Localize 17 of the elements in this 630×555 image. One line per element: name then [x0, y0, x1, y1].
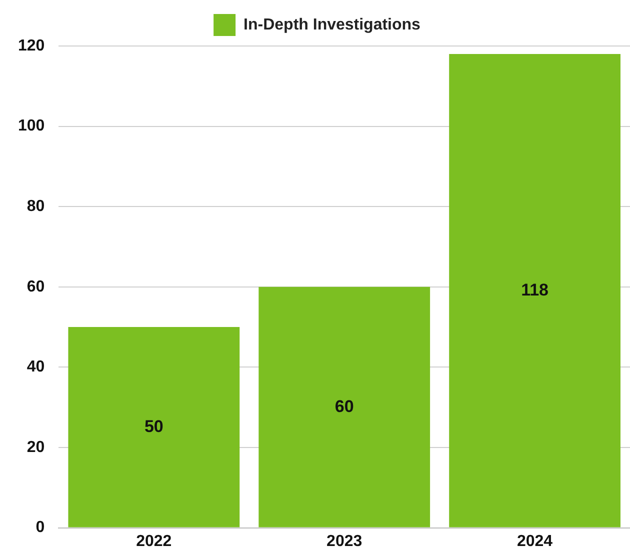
bar — [68, 327, 240, 528]
y-tick-label: 80 — [26, 198, 45, 216]
x-tick-label: 2022 — [136, 532, 172, 550]
y-tick-label: 120 — [18, 37, 45, 54]
data-label: 50 — [144, 416, 164, 436]
x-tick-label: 2024 — [516, 532, 553, 550]
y-tick-label: 20 — [26, 438, 45, 456]
bar — [449, 54, 620, 528]
data-label: 118 — [521, 280, 548, 300]
data-label: 60 — [334, 396, 354, 416]
y-tick-label: 100 — [18, 118, 45, 135]
bar — [258, 286, 430, 528]
y-tick-label: 0 — [36, 519, 45, 536]
y-tick-label: 40 — [26, 358, 45, 376]
legend-label: In-Depth Investigations — [244, 16, 421, 34]
y-tick-label: 60 — [26, 278, 45, 296]
x-tick-label: 2023 — [326, 532, 362, 550]
